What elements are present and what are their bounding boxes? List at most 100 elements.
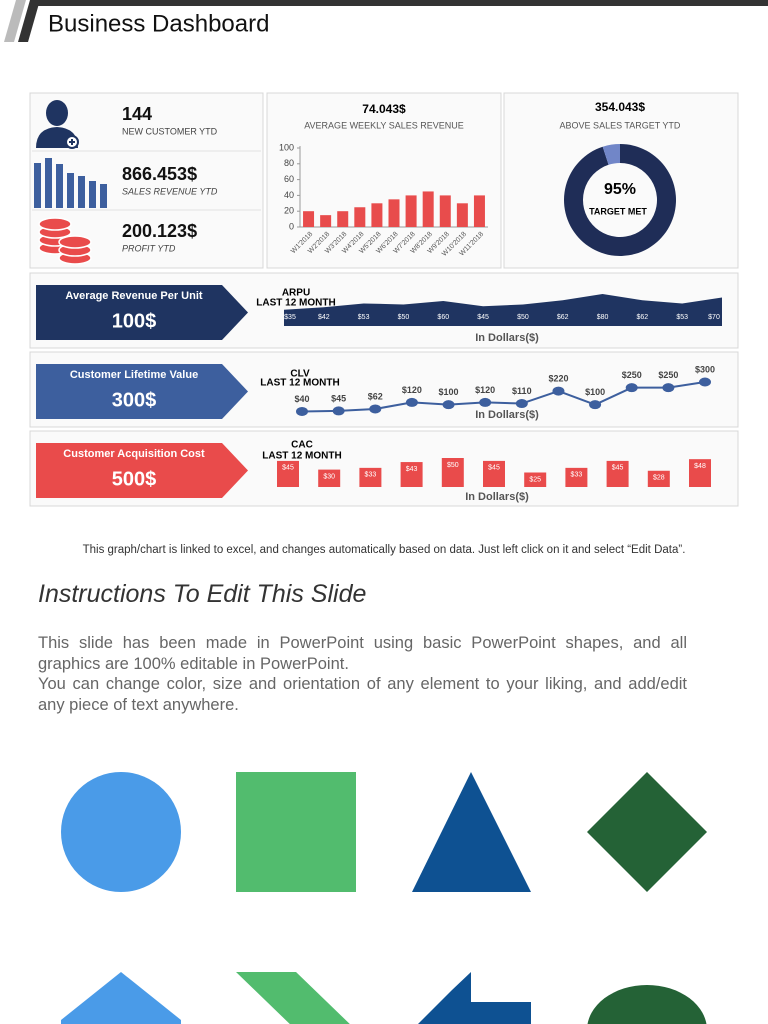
- donut-slice: [563, 144, 676, 256]
- bar: [318, 469, 341, 487]
- point: [405, 397, 418, 407]
- shape-pentagon: [61, 972, 181, 1024]
- point: [332, 406, 345, 416]
- chart-note: This graph/chart is linked to excel, and…: [82, 544, 686, 556]
- bar: [456, 203, 468, 227]
- banner: [36, 364, 248, 419]
- bar: [388, 199, 400, 227]
- y-tick-label: 0: [289, 221, 294, 231]
- shape-parallelogram: [236, 972, 350, 1024]
- value-label: $70: [708, 314, 720, 321]
- kpi-label: SALES REVENUE YTD: [122, 186, 218, 196]
- banner-value: 500$: [112, 468, 157, 490]
- y-tick-label: 100: [279, 142, 294, 152]
- point: [479, 397, 492, 407]
- kpi-label: PROFIT YTD: [122, 243, 176, 253]
- shape-circle: [61, 772, 181, 892]
- chart-sublabel: LAST 12 MONTH: [262, 451, 341, 462]
- point: [625, 383, 638, 393]
- value-label: $80: [597, 314, 609, 321]
- value-label: $110: [512, 386, 532, 396]
- value-label: $45: [331, 393, 346, 403]
- value-label: $50: [398, 314, 410, 321]
- chart-label: CLV: [290, 369, 310, 380]
- line: [301, 381, 706, 413]
- value-label: $120: [402, 385, 422, 395]
- y-tick-label: 40: [284, 190, 294, 200]
- banner-title: Customer Lifetime Value: [70, 369, 198, 381]
- header-slash: [4, 0, 26, 42]
- value-label: $50: [517, 314, 529, 321]
- point: [699, 377, 711, 387]
- banner: [36, 443, 248, 498]
- bar: [439, 195, 451, 227]
- bar: [422, 191, 434, 227]
- bar: [371, 203, 383, 227]
- chart-sublabel: LAST 12 MONTH: [260, 378, 339, 389]
- bar: [565, 467, 588, 487]
- value-label: $250: [622, 370, 642, 380]
- value-label: $45: [477, 314, 489, 321]
- value-label: $100: [439, 387, 459, 397]
- chart-title: 354.043$: [595, 100, 645, 114]
- shape-triangle: [412, 772, 531, 892]
- value-label: $40: [294, 394, 309, 404]
- shape-ellipse: [587, 985, 707, 1024]
- donut-rest: [602, 144, 620, 165]
- point: [552, 386, 565, 396]
- instructions-title: Instructions To Edit This Slide: [38, 580, 367, 608]
- value-label: $100: [585, 387, 605, 397]
- point: [515, 399, 528, 409]
- bar: [320, 215, 332, 227]
- value-label: $45: [282, 465, 294, 472]
- value-label: $30: [323, 473, 335, 480]
- bar: [483, 460, 505, 487]
- value-label: $62: [557, 314, 569, 321]
- kpi-value: 200.123$: [122, 221, 197, 241]
- bar: [524, 472, 547, 487]
- value-label: $45: [488, 465, 500, 472]
- y-tick-label: 60: [284, 174, 294, 184]
- shape-square: [236, 772, 356, 892]
- y-tick-label: 80: [284, 158, 294, 168]
- value-label: $33: [365, 472, 377, 479]
- value-label: $60: [437, 314, 449, 321]
- axis-label: In Dollars($): [465, 491, 529, 503]
- donut-caption: TARGET MET: [589, 206, 647, 216]
- header-bar: [36, 0, 768, 6]
- page-title: Business Dashboard: [48, 10, 269, 37]
- value-label: $300: [695, 364, 715, 374]
- bar: [689, 459, 711, 487]
- banner-title: Customer Acquisition Cost: [63, 448, 205, 460]
- value-label: $35: [284, 314, 296, 321]
- axis-label: In Dollars($): [475, 332, 539, 344]
- value-label: $120: [475, 385, 495, 395]
- profit-icon: [38, 217, 92, 265]
- bar: [277, 460, 299, 487]
- bar: [647, 470, 670, 487]
- value-label: $250: [658, 370, 678, 380]
- value-label: $48: [694, 463, 706, 470]
- bar: [337, 211, 349, 227]
- bar: [473, 195, 485, 227]
- value-label: $53: [358, 314, 370, 321]
- banner-value: 100$: [112, 310, 157, 332]
- shape-arrow: [418, 972, 531, 1024]
- chart-title: 74.043$: [362, 102, 406, 116]
- banner-title: Average Revenue Per Unit: [65, 290, 202, 302]
- kpi-label: NEW CUSTOMER YTD: [122, 126, 218, 136]
- kpi-value: 144: [122, 104, 152, 124]
- area: [284, 294, 722, 326]
- banner: [36, 285, 248, 340]
- instructions-text: This slide has been made in PowerPoint u…: [38, 633, 687, 715]
- chart-label: ARPU: [282, 288, 310, 299]
- panel: [266, 92, 502, 269]
- y-tick-label: 20: [284, 206, 294, 216]
- value-label: $53: [676, 314, 688, 321]
- value-label: $28: [653, 475, 665, 482]
- value-label: $220: [548, 373, 568, 383]
- donut-label: 95%: [604, 181, 636, 198]
- value-label: $25: [529, 476, 541, 483]
